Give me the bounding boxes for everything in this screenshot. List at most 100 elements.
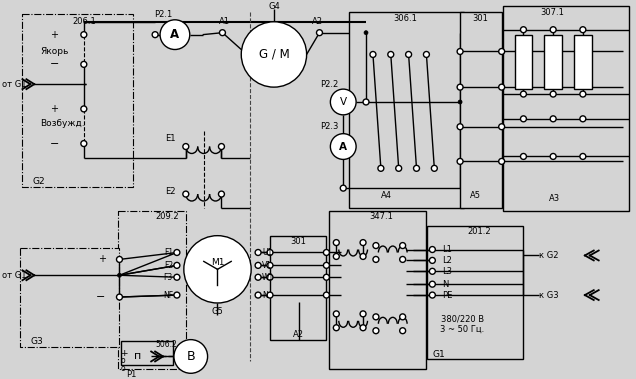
Circle shape [499, 124, 504, 130]
Text: P1: P1 [126, 370, 137, 379]
Circle shape [550, 116, 556, 122]
Circle shape [330, 134, 356, 160]
Circle shape [160, 20, 190, 50]
Text: Якорь: Якорь [40, 47, 69, 56]
Circle shape [406, 52, 411, 58]
Circle shape [152, 32, 158, 38]
Text: +: + [120, 349, 127, 358]
Circle shape [324, 262, 329, 268]
Text: NF: NF [163, 291, 173, 299]
Text: 301: 301 [291, 237, 307, 246]
Circle shape [429, 268, 435, 274]
Circle shape [360, 254, 366, 259]
Circle shape [360, 311, 366, 317]
Text: N: N [442, 280, 448, 289]
Text: +: + [97, 254, 106, 265]
Circle shape [81, 32, 86, 38]
Text: L1: L1 [442, 245, 452, 254]
Text: A4: A4 [381, 191, 392, 200]
Circle shape [317, 30, 322, 36]
Text: W1: W1 [262, 273, 274, 282]
Text: 3 ~ 50 Гц.: 3 ~ 50 Гц. [440, 325, 484, 334]
Circle shape [520, 153, 527, 160]
Text: к G2: к G2 [539, 251, 559, 260]
Circle shape [333, 311, 339, 317]
Circle shape [267, 292, 273, 298]
Circle shape [184, 236, 251, 303]
Circle shape [429, 292, 435, 298]
Text: 306.1: 306.1 [394, 14, 418, 23]
Text: п: п [134, 351, 141, 362]
Circle shape [388, 52, 394, 58]
Circle shape [457, 158, 463, 164]
Text: 347.1: 347.1 [369, 212, 393, 221]
Text: A5: A5 [471, 191, 481, 200]
Circle shape [373, 257, 379, 262]
Circle shape [360, 325, 366, 331]
Circle shape [550, 91, 556, 97]
Circle shape [241, 22, 307, 87]
Circle shape [174, 249, 180, 255]
Circle shape [333, 240, 339, 246]
Text: 206.1: 206.1 [72, 17, 95, 26]
Circle shape [267, 262, 273, 268]
Text: o: o [121, 356, 126, 365]
Text: 506.2: 506.2 [155, 340, 177, 349]
Circle shape [399, 314, 406, 320]
Bar [502, 6, 630, 211]
Text: G / M: G / M [259, 48, 289, 61]
Text: P2.1: P2.1 [154, 10, 172, 19]
Circle shape [174, 274, 180, 280]
Circle shape [81, 106, 86, 112]
Circle shape [219, 144, 225, 149]
Text: 307.1: 307.1 [540, 8, 564, 17]
Circle shape [373, 243, 379, 249]
Text: G4: G4 [268, 2, 280, 11]
Text: от G1: от G1 [3, 80, 27, 89]
Circle shape [550, 27, 556, 33]
Text: L2: L2 [442, 256, 452, 265]
Text: F2: F2 [164, 261, 173, 270]
Circle shape [499, 158, 504, 164]
Text: A1: A1 [219, 17, 230, 26]
Circle shape [363, 99, 369, 105]
Text: G1: G1 [432, 350, 445, 359]
Circle shape [118, 273, 121, 277]
Circle shape [255, 249, 261, 255]
Text: B: B [186, 350, 195, 363]
Circle shape [499, 84, 504, 90]
Bar [574, 34, 591, 89]
Circle shape [174, 292, 180, 298]
Text: A3: A3 [549, 194, 560, 202]
Text: −: − [96, 292, 106, 302]
Text: +: + [50, 30, 58, 40]
Bar [121, 341, 173, 365]
Circle shape [373, 314, 379, 320]
Text: M1: M1 [211, 258, 225, 267]
Circle shape [580, 116, 586, 122]
Circle shape [116, 294, 123, 300]
Text: от G1: от G1 [3, 271, 27, 280]
Circle shape [255, 292, 261, 298]
Circle shape [267, 249, 273, 255]
Text: P2.3: P2.3 [320, 122, 338, 131]
Circle shape [330, 89, 356, 115]
Text: N: N [262, 291, 268, 299]
Circle shape [429, 257, 435, 263]
Circle shape [399, 328, 406, 334]
Text: 380/220 В: 380/220 В [441, 314, 483, 323]
Circle shape [183, 144, 189, 149]
Text: Возбужд.: Возбужд. [40, 119, 85, 128]
Text: F1: F1 [164, 248, 173, 257]
Circle shape [174, 262, 180, 268]
Circle shape [360, 240, 366, 246]
Circle shape [429, 247, 435, 252]
Circle shape [399, 257, 406, 262]
Circle shape [219, 30, 225, 36]
Text: F3: F3 [163, 273, 173, 282]
Circle shape [550, 153, 556, 160]
Text: A2: A2 [312, 17, 323, 26]
Circle shape [219, 191, 225, 197]
Text: к G3: к G3 [539, 291, 559, 299]
Text: E2: E2 [165, 186, 176, 196]
